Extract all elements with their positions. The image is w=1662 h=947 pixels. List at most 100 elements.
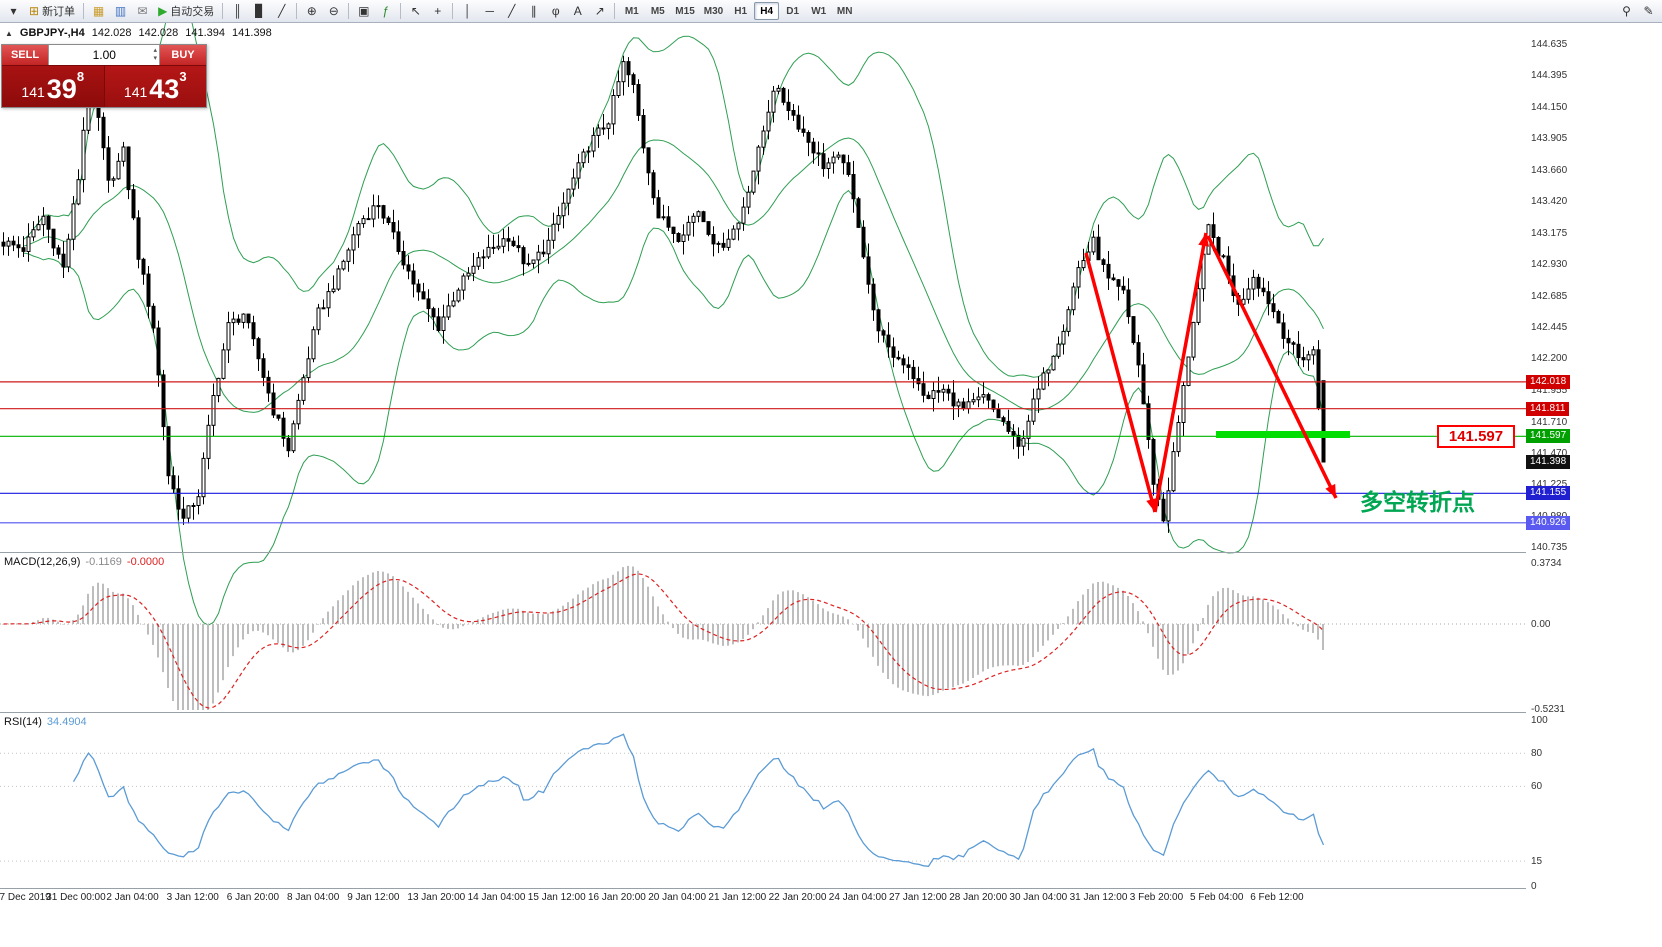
window-menu-button[interactable]: ▾ [3,2,24,21]
timeframe-h1-button[interactable]: H1 [728,2,753,20]
time-axis-label: 31 Jan 12:00 [1069,892,1128,903]
line-chart-icon: ╱ [278,4,286,18]
price-axis-label: 141.955 [1531,385,1568,397]
volume-down-button[interactable]: ▾ [153,55,157,62]
price-callout-box[interactable]: 141.597 [1437,425,1515,448]
sell-price[interactable]: 141 39 8 [2,66,105,107]
data-window-button[interactable]: ▥ [110,2,131,21]
trade-panel-prices: 141 39 8 141 43 3 [2,66,206,107]
time-axis-label: 24 Jan 04:00 [828,892,887,903]
quick-settings-icon: ✎ [1643,4,1654,18]
one-click-trading-panel: SELL 1.00 ▴ ▾ BUY 141 39 8 141 43 3 [1,44,207,108]
price-axis-label: 141.225 [1531,479,1568,491]
time-axis-label: 22 Jan 20:00 [768,892,827,903]
buy-price[interactable]: 141 43 3 [104,66,206,107]
time-axis-label: 31 Dec 00:00 [46,892,106,903]
time-axis-label: 5 Feb 04:00 [1190,892,1244,903]
price-axis-label: 142.930 [1531,259,1568,271]
macd-axis-label: 0.00 [1531,619,1551,630]
turning-point-label[interactable]: 多空转折点 [1360,489,1475,515]
toolbar-separator [222,3,224,19]
price-axis-label: 143.905 [1531,133,1568,145]
arrows-button[interactable]: ↗ [589,2,610,21]
time-axis-label: 16 Jan 20:00 [588,892,646,903]
new-order-icon: ⊞ [29,4,40,18]
timeframe-m5-button[interactable]: M5 [645,2,670,20]
timeframe-w1-button[interactable]: W1 [806,2,831,20]
candlestick-chart-button[interactable]: ▊ [249,2,270,21]
crosshair-icon: + [434,4,442,18]
time-axis-label: 3 Feb 20:00 [1129,892,1184,903]
price-level-tag: 141.597 [1526,429,1571,444]
cursor-icon: ↖ [410,4,421,18]
timeframe-m1-button[interactable]: M1 [619,2,644,20]
horizontal-line-button[interactable]: ─ [479,2,500,21]
vertical-line-button[interactable]: │ [457,2,478,21]
price-axis-label: 144.635 [1531,39,1568,51]
sell-price-main: 141 [21,84,45,100]
price-axis-label: 143.175 [1531,227,1568,239]
price-level-tag: 142.018 [1526,374,1571,389]
bar-chart-button[interactable]: ║ [227,2,248,21]
tile-windows-button[interactable]: ▣ [353,2,374,21]
timeframe-d1-button[interactable]: D1 [780,2,805,20]
time-axis-label: 2 Jan 04:00 [106,892,159,903]
zoom-out-button[interactable]: ⊖ [323,2,344,21]
volume-up-button[interactable]: ▴ [153,47,157,54]
rsi-name: RSI(14) [4,716,42,728]
crosshair-button[interactable]: + [427,2,448,21]
price-axis-label: 140.735 [1531,542,1568,554]
quick-settings-button[interactable]: ✎ [1638,2,1659,21]
timeframe-m15-button[interactable]: M15 [671,2,698,20]
macd-main-value: -0.1169 [85,556,122,568]
rsi-axis-label: 100 [1531,715,1548,726]
text-label-button[interactable]: A [567,2,588,21]
trendline-button[interactable]: ╱ [501,2,522,21]
sell-button[interactable]: SELL [2,45,48,65]
price-level-tag: 141.811 [1526,401,1570,416]
new-order-button[interactable]: ⊞ 新订单 [25,2,79,21]
volume-value[interactable]: 1.00 [92,48,116,62]
time-axis-label: 30 Jan 04:00 [1009,892,1068,903]
price-axis-label: 143.420 [1531,196,1568,208]
search-button[interactable]: ⚲ [1616,2,1637,21]
autotrading-button-label: 自动交易 [170,6,215,18]
time-axis-label: 27 Dec 2019 [0,892,51,903]
time-axis-label: 28 Jan 20:00 [949,892,1008,903]
rsi-value: 34.4904 [46,716,87,728]
price-axis-label: 141.710 [1531,416,1568,428]
buy-price-main: 141 [123,84,148,100]
price-axis-label: 144.395 [1531,70,1568,82]
time-axis-label: 6 Jan 20:00 [226,892,280,903]
terminal-button[interactable]: ✉ [132,2,153,21]
zoom-out-icon: ⊖ [328,4,339,18]
toolbar-separator [348,3,350,19]
cursor-button[interactable]: ↖ [405,2,426,21]
one-click-toggle-icon[interactable]: ▲ [5,28,13,38]
chart-title: GBPJPY-,H4 [19,27,85,39]
line-chart-button[interactable]: ╱ [271,2,292,21]
window-menu-icon: ▾ [10,4,17,18]
fibonacci-button[interactable]: φ [545,2,566,21]
indicators-button[interactable]: ƒ [375,2,396,21]
vertical-line-icon: │ [464,4,472,18]
timeframe-m30-button[interactable]: M30 [700,2,727,20]
timeframe-mn-button[interactable]: MN [832,2,857,20]
volume-field[interactable]: 1.00 ▴ ▾ [48,45,160,65]
timeframe-h4-button[interactable]: H4 [754,2,780,20]
autotrading-button[interactable]: ▶ 自动交易 [154,2,218,21]
price-axis-label: 143.660 [1531,165,1568,177]
ohlc-high: 142.028 [138,27,179,39]
rsi-axis-label: 15 [1531,856,1543,868]
market-watch-button[interactable]: ▦ [88,2,109,21]
time-axis-label: 8 Jan 04:00 [287,892,340,903]
rsi-axis-label: 0 [1531,881,1537,892]
macd-label: MACD(12,26,9) -0.1169 -0.0000 [4,556,164,568]
buy-button[interactable]: BUY [160,45,206,65]
zoom-in-button[interactable]: ⊕ [301,2,322,21]
price-scale[interactable]: 144.635 144.395 144.150 143.905 143.660 143.4… [1526,23,1662,902]
channel-button[interactable]: ∥ [523,2,544,21]
time-axis-label: 27 Jan 12:00 [889,892,947,903]
